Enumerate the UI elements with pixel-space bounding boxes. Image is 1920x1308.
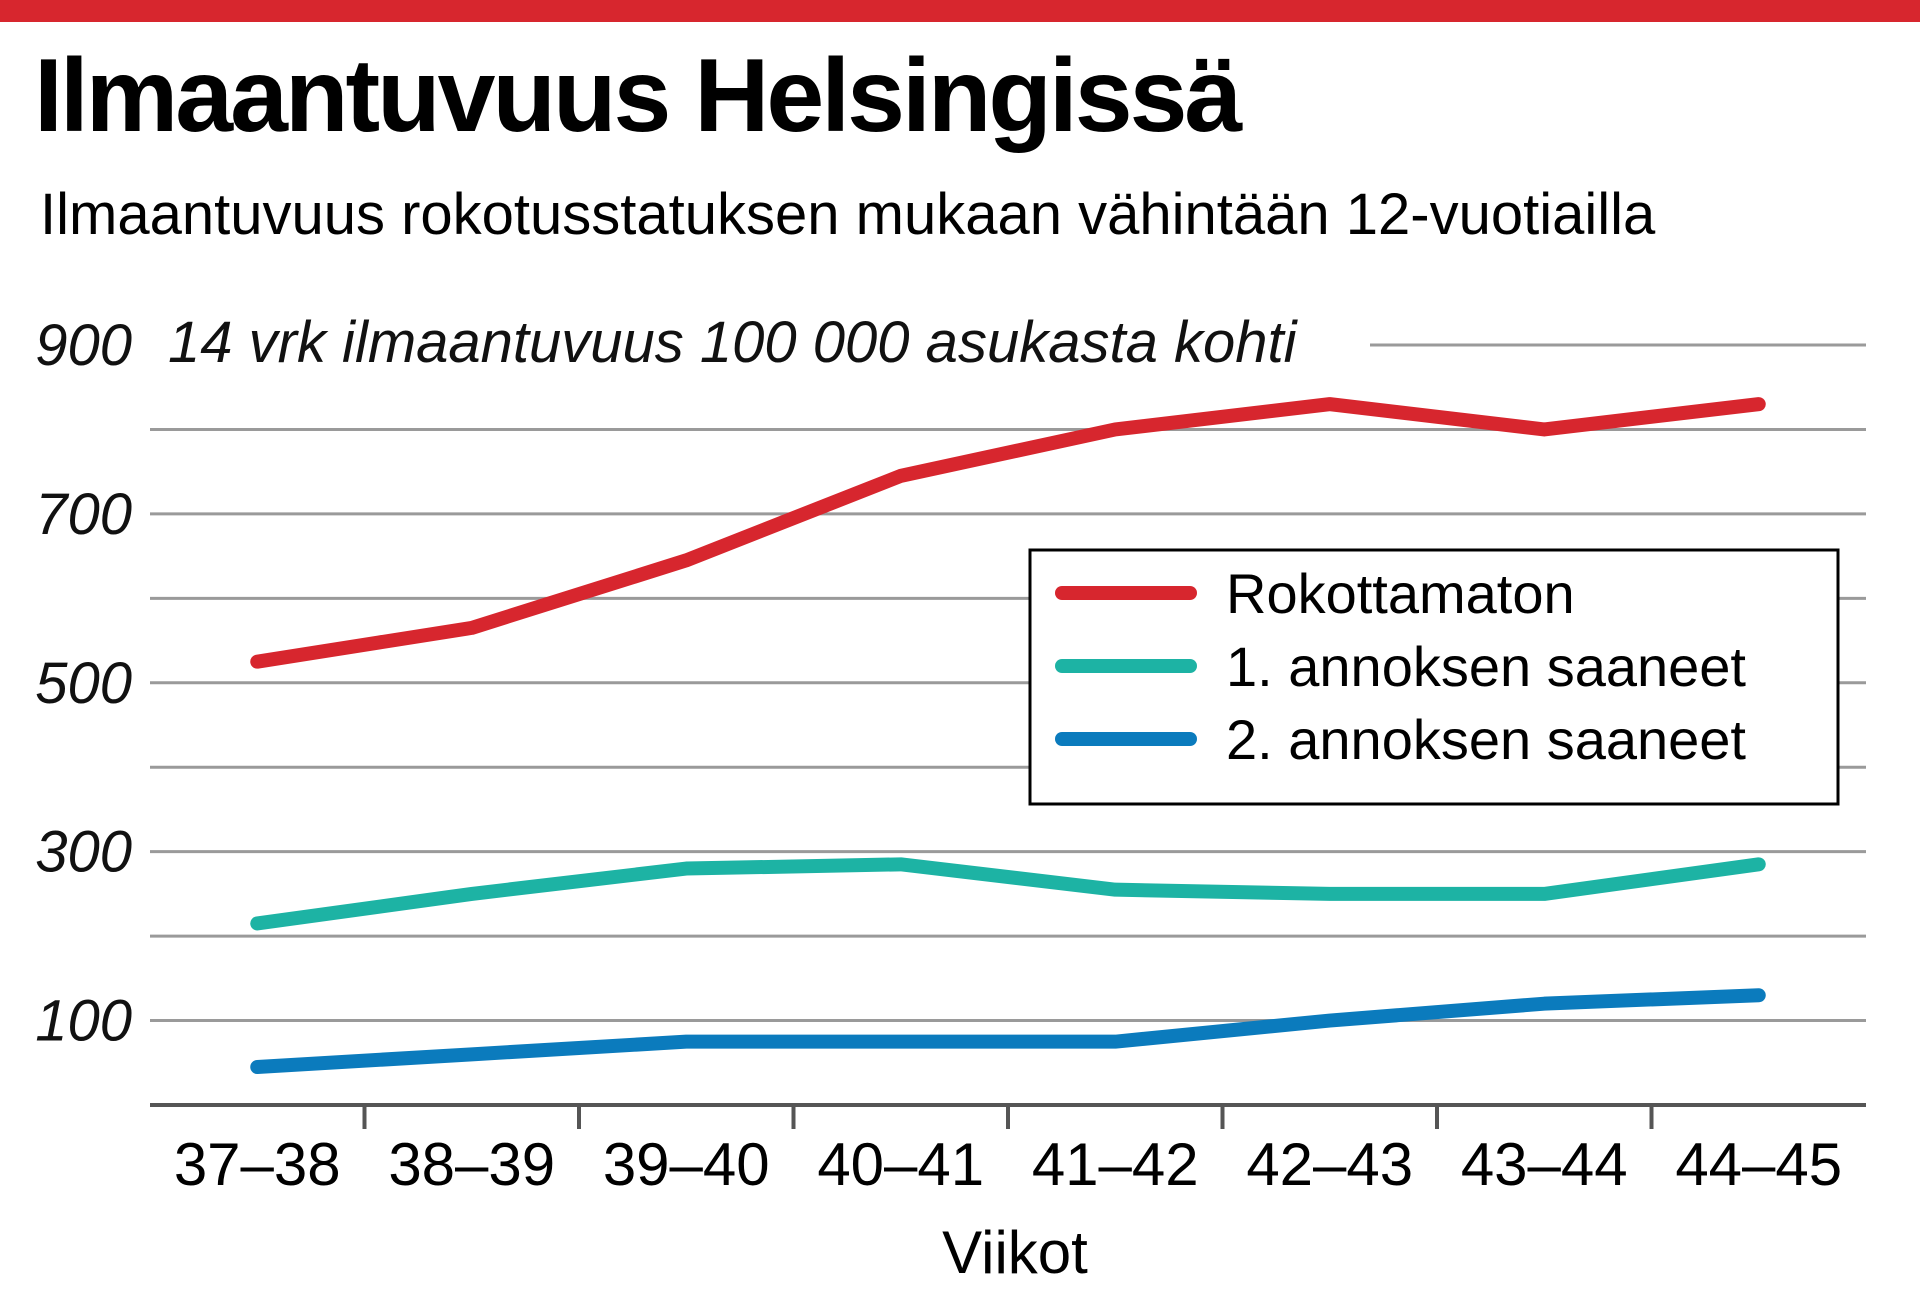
- y-axis-ticks: 100 300 500 700 900: [35, 313, 132, 1054]
- y-axis-unit-label: 14 vrk ilmaantuvuus 100 000 asukasta koh…: [168, 310, 1299, 375]
- x-tick-label: 44–45: [1675, 1131, 1842, 1198]
- y-tick-label: 700: [35, 482, 132, 547]
- legend-label: Rokottamaton: [1226, 562, 1575, 625]
- unit-label-background: [150, 295, 1370, 390]
- x-tick-label: 39–40: [603, 1131, 770, 1198]
- x-tick-label: 43–44: [1461, 1131, 1628, 1198]
- top-accent-bar: [0, 0, 1920, 22]
- series-line-2: [250, 857, 1766, 931]
- y-tick-label: 100: [35, 989, 132, 1054]
- x-tick-label: 41–42: [1032, 1131, 1199, 1198]
- x-tick-label: 38–39: [388, 1131, 555, 1198]
- chart-title: Ilmaantuvuus Helsingissä: [34, 38, 1242, 154]
- series-line-3: [250, 988, 1766, 1074]
- y-tick-label: 900: [35, 313, 132, 378]
- legend: Rokottamaton 1. annoksen saaneet 2. annoks…: [1028, 548, 1840, 806]
- legend-label: 2. annoksen saaneet: [1226, 708, 1746, 771]
- y-tick-label: 500: [35, 651, 132, 716]
- x-tick-label: 40–41: [817, 1131, 984, 1198]
- chart-subtitle: Ilmaantuvuus rokotusstatuksen mukaan väh…: [40, 182, 1656, 247]
- series-lines: [250, 397, 1766, 1074]
- series-line-1: [250, 397, 1766, 669]
- x-axis-title: Viikot: [942, 1219, 1088, 1286]
- y-tick-label: 300: [35, 820, 132, 885]
- x-axis: 37–38 38–39 39–40 40–41 41–42 42–43 43–44 44–45: [150, 1103, 1866, 1198]
- x-tick-label: 42–43: [1246, 1131, 1413, 1198]
- x-tick-label: 37–38: [174, 1131, 341, 1198]
- legend-label: 1. annoksen saaneet: [1226, 635, 1746, 698]
